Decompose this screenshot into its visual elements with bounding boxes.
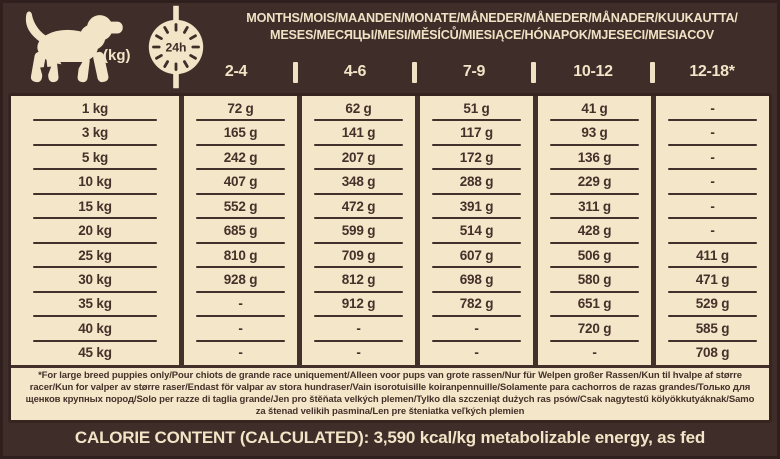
amount-cell: 585 g [651,316,769,343]
weight-cell: 3 kg [11,120,179,147]
amount-cell: 165 g [179,120,297,147]
amount-cell: - [179,291,297,318]
age-column-header: 4-6 [343,63,367,80]
weight-cell: 1 kg [11,96,179,122]
large-breed-footnote: *For large breed puppies only/Pour chiot… [25,370,755,418]
amount-cell: 529 g [651,291,769,318]
column-divider-bar [531,61,536,83]
age-column-header: 7-9 [462,63,486,80]
amount-cell: 471 g [651,267,769,294]
amount-cell: - [179,316,297,343]
amount-cell: 812 g [297,267,415,294]
age-columns-row: 2-4 4-6 7-9 10-12 12-18* [179,58,769,86]
amount-cell: 580 g [533,267,651,294]
amount-cell: 720 g [533,316,651,343]
amount-cell: - [297,340,415,366]
months-line1: MONTHS/MOIS/MAANDEN/MONATE/MÅNEDER/MÅNED… [246,10,738,25]
weight-cell: 25 kg [11,243,179,269]
weight-cell: 10 kg [11,169,179,196]
amount-cell: 651 g [533,291,651,318]
weight-cell: 15 kg [11,194,179,220]
amount-cell: 229 g [533,169,651,196]
column-divider-bar [293,61,298,83]
amount-cell: 242 g [179,144,297,171]
amount-cell: 93 g [533,120,651,147]
amount-cell: - [179,340,297,366]
amount-cell: 172 g [415,144,533,171]
amount-cell: 708 g [651,340,769,366]
amount-cell: 552 g [179,193,297,220]
feeding-table-rows: 1 kg 72 g 62 g 51 g 41 g-3 kg 165 g 141 g 117 g… [11,96,769,366]
puppy-icon [25,11,123,84]
age-column-header: 12-18* [689,63,735,80]
weight-cell: 40 kg [11,316,179,343]
amount-cell: 411 g [651,242,769,269]
months-multilingual-header: MONTHS/MOIS/MAANDEN/MONATE/MÅNEDER/MÅNED… [226,9,758,43]
amount-cell: 72 g [179,96,297,122]
feeding-table-panel: 1 kg 72 g 62 g 51 g 41 g-3 kg 165 g 141 g 117 g… [8,93,772,423]
column-divider-bar [650,61,655,83]
amount-cell: - [297,316,415,343]
weight-cell: 45 kg [78,345,112,361]
amount-cell: 407 g [179,169,297,196]
weight-cell: 5 kg [11,145,179,171]
weight-cell: 30 kg [11,267,179,294]
clock-24h-icon: 24h [148,5,204,89]
amount-cell: 428 g [533,218,651,245]
amount-cell: 607 g [415,242,533,269]
amount-cell: - [415,340,533,366]
amount-cell: - [651,193,769,220]
clock-label: 24h [166,41,187,55]
amount-cell: - [651,169,769,196]
weight-cell: 20 kg [11,218,179,245]
age-column-header: 10-12 [573,63,613,80]
months-line2: MESES/МЕСЯЦЫ/MESI/MĚSÍCŮ/MIESIĄCE/HÓNAPO… [270,27,714,42]
amount-cell: 391 g [415,193,533,220]
amount-cell: 41 g [533,96,651,122]
amount-cell: - [533,340,651,366]
amount-cell: 698 g [415,267,533,294]
amount-cell: - [651,120,769,147]
amount-cell: - [415,316,533,343]
calorie-content-bar: CALORIE CONTENT (CALCULATED): 3,590 kcal… [74,428,706,447]
amount-cell: 136 g [533,144,651,171]
amount-cell: 288 g [415,169,533,196]
weight-cell: 35 kg [11,292,179,318]
amount-cell: - [651,218,769,245]
amount-cell: - [651,144,769,171]
amount-cell: 709 g [297,242,415,269]
footnote-separator [11,365,769,369]
amount-cell: 51 g [415,96,533,122]
age-column-header: 2-4 [224,63,248,80]
amount-cell: 141 g [297,120,415,147]
amount-cell: 782 g [415,291,533,318]
amount-cell: 311 g [533,193,651,220]
amount-cell: 117 g [415,120,533,147]
amount-cell: 810 g [179,242,297,269]
amount-cell: 506 g [533,242,651,269]
amount-cell: 62 g [297,96,415,122]
amount-cell: 912 g [297,291,415,318]
amount-cell: 928 g [179,267,297,294]
column-divider-bar [412,61,417,83]
amount-cell: 685 g [179,218,297,245]
amount-cell: 514 g [415,218,533,245]
weight-unit-label: (kg) [103,47,131,64]
amount-cell: 599 g [297,218,415,245]
amount-cell: 472 g [297,193,415,220]
amount-cell: 207 g [297,144,415,171]
amount-cell: - [651,96,769,122]
amount-cell: 348 g [297,169,415,196]
